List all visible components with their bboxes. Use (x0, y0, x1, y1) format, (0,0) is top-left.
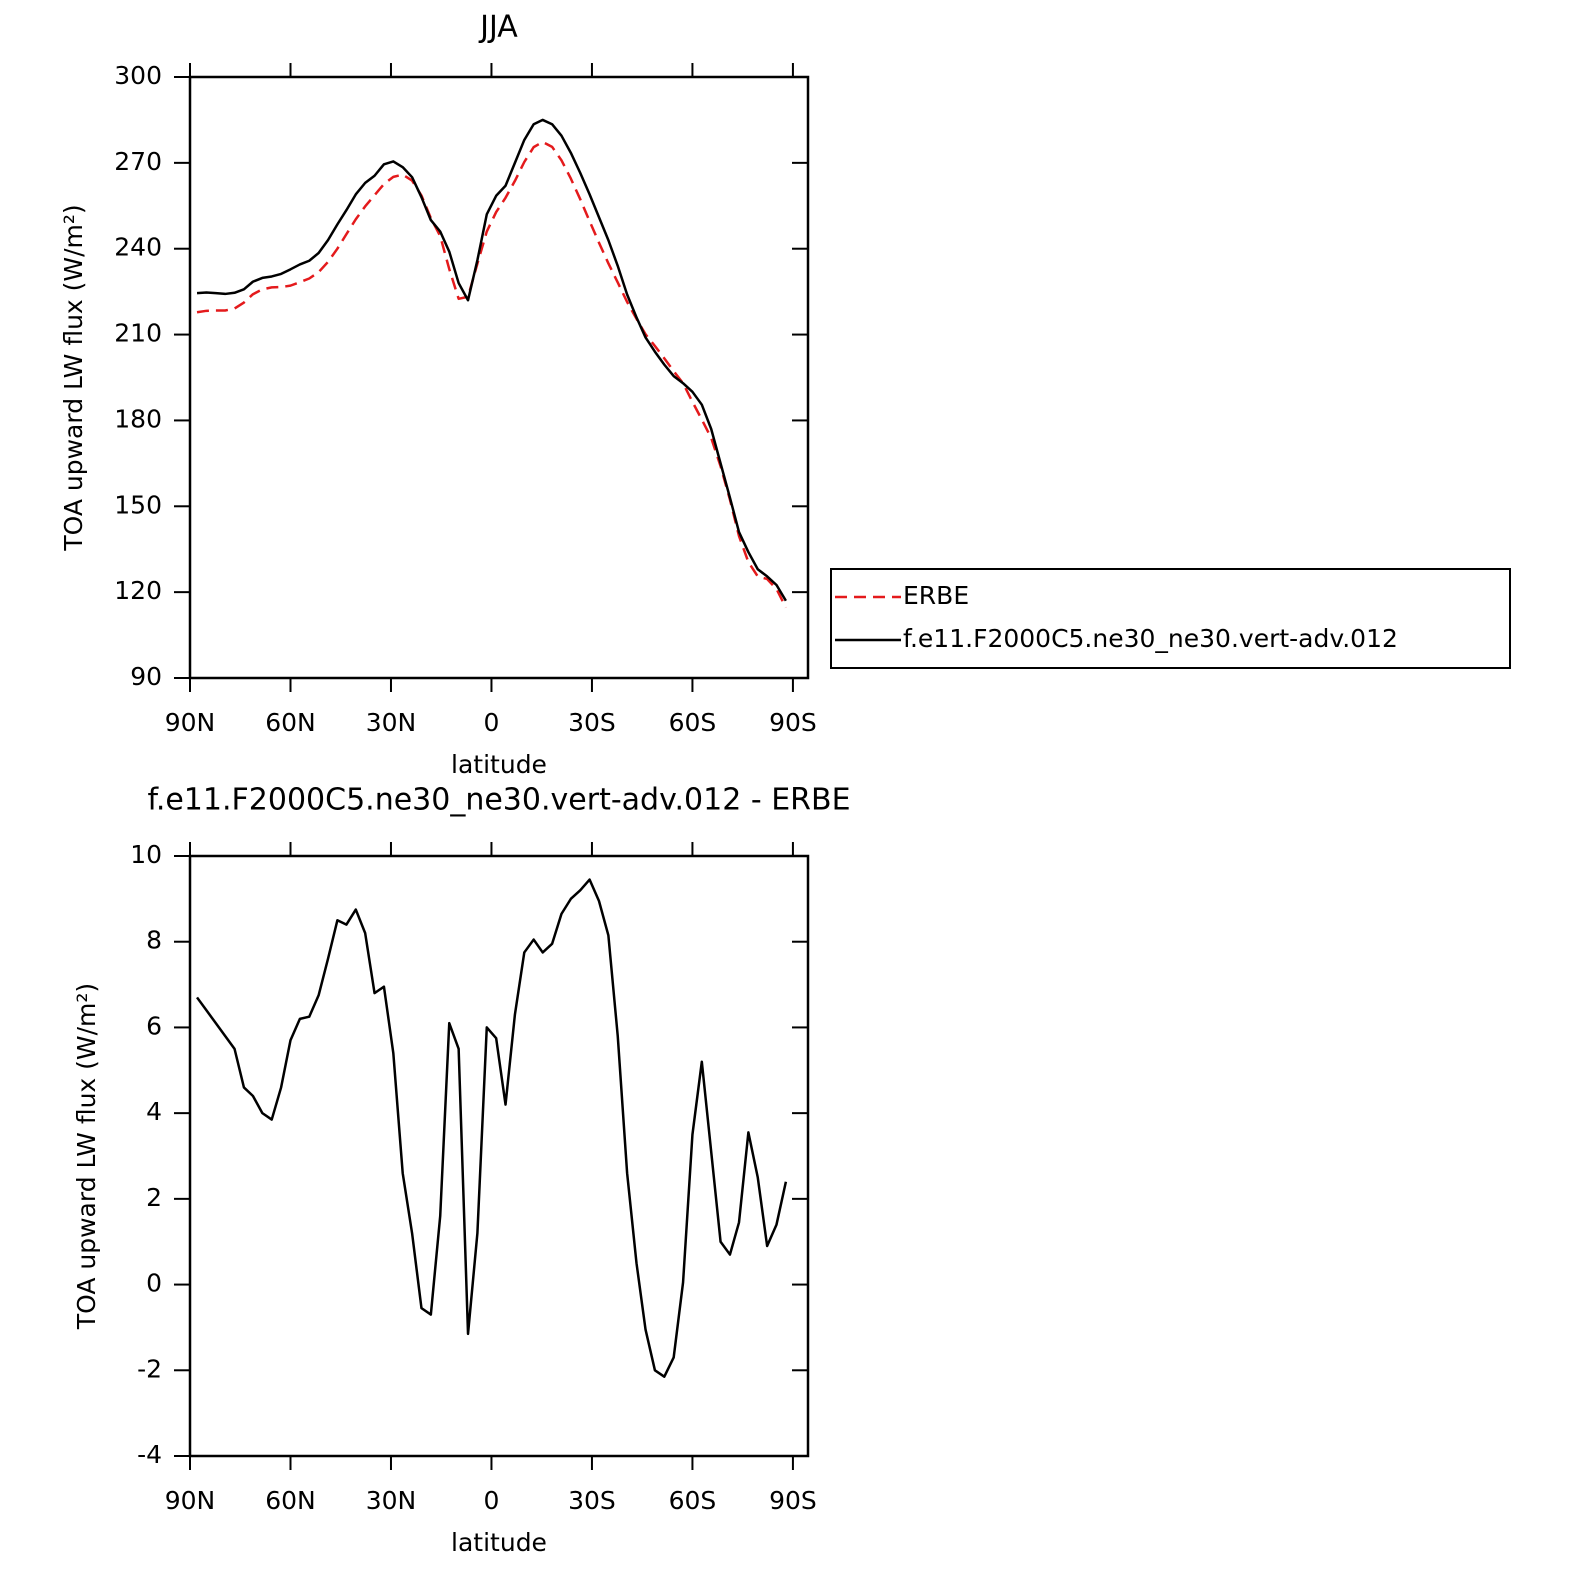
y-tick-label: -4 (137, 1440, 162, 1469)
x-tick-label: 90N (165, 1486, 216, 1515)
chart-title: JJA (478, 10, 518, 45)
x-axis-label: latitude (451, 750, 547, 779)
legend: ERBE f.e11.F2000C5.ne30_ne30.vert-adv.012 (830, 568, 1511, 669)
x-tick-label: 30S (568, 708, 616, 737)
y-tick-label: 6 (146, 1011, 162, 1040)
x-tick-label: 60N (265, 708, 316, 737)
y-tick-label: 0 (146, 1269, 162, 1298)
data-line (196, 140, 788, 609)
y-tick-label: 90 (130, 662, 162, 691)
y-axis-label: TOA upward LW flux (W/m²) (72, 983, 101, 1330)
x-tick-label: 60S (669, 1486, 717, 1515)
x-tick-label: 0 (484, 1486, 500, 1515)
x-tick-label: 90N (165, 708, 216, 737)
y-tick-label: -2 (137, 1354, 162, 1383)
x-tick-label: 90S (769, 708, 817, 737)
y-tick-label: 210 (114, 319, 162, 348)
x-tick-label: 30N (366, 1486, 417, 1515)
plot-frame (188, 854, 810, 1458)
y-tick-label: 10 (130, 840, 162, 869)
y-tick-label: 120 (114, 576, 162, 605)
y-tick-label: 180 (114, 404, 162, 433)
y-tick-label: 150 (114, 490, 162, 519)
y-tick-label: 300 (114, 61, 162, 90)
plot-frame (188, 75, 810, 680)
x-axis-label: latitude (451, 1528, 547, 1557)
legend-label: f.e11.F2000C5.ne30_ne30.vert-adv.012 (903, 624, 1398, 653)
chart-title: f.e11.F2000C5.ne30_ne30.vert-adv.012 - E… (147, 783, 850, 818)
y-tick-label: 2 (146, 1183, 162, 1212)
x-tick-label: 30N (366, 708, 417, 737)
x-tick-label: 60N (265, 1486, 316, 1515)
legend-box (830, 568, 1511, 669)
y-axis-label: TOA upward LW flux (W/m²) (59, 204, 88, 551)
y-tick-label: 4 (146, 1097, 162, 1126)
data-line (196, 118, 787, 602)
data-line (196, 878, 788, 1378)
x-tick-label: 0 (484, 708, 500, 737)
y-tick-label: 240 (114, 233, 162, 262)
x-tick-label: 30S (568, 1486, 616, 1515)
y-tick-label: 8 (146, 926, 162, 955)
x-tick-label: 90S (769, 1486, 817, 1515)
legend-label: ERBE (903, 581, 969, 610)
y-tick-label: 270 (114, 147, 162, 176)
x-tick-label: 60S (669, 708, 717, 737)
